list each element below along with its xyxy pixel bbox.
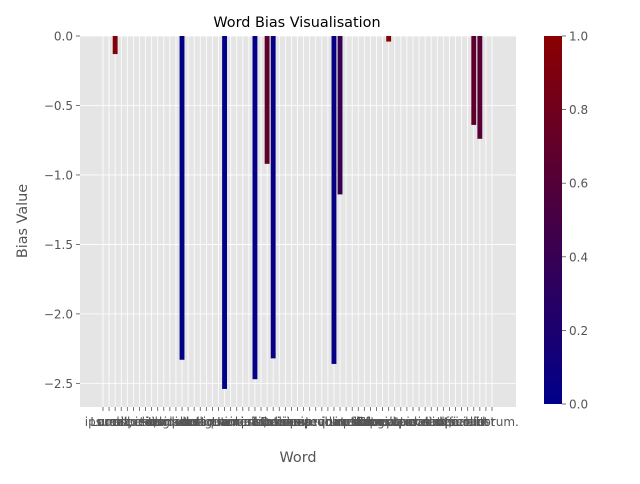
y-tick-label: −0.5 (44, 99, 73, 113)
bar (179, 36, 185, 360)
colorbar-tick-label: 1.0 (569, 30, 588, 44)
x-tick-label: enim (210, 415, 240, 429)
x-tick-label: Excepteur sint (358, 415, 445, 429)
x-tick-label: magna (186, 415, 228, 429)
x-tick-label: ad (223, 415, 238, 429)
x-tick-label: nostrud (232, 415, 278, 429)
colorbar-tick-label: 0.2 (569, 324, 588, 338)
x-tick-label: pariatur. (369, 415, 420, 429)
x-tick-label: minim (218, 415, 256, 429)
x-tick-label: in (322, 415, 333, 429)
x-tick-label: do (150, 415, 165, 429)
colorbar-tick-label: 0.8 (569, 103, 588, 117)
bars (112, 36, 483, 389)
x-tick-label: occaecat (380, 415, 434, 429)
bar (112, 36, 118, 55)
x-tick-label: dolore (352, 415, 390, 429)
x-tick-label: adipiscing (109, 415, 170, 429)
x-tick-label: quis (236, 415, 261, 429)
x-tick-label: ut (176, 415, 189, 429)
x-tick-label: Lorem (90, 415, 128, 429)
bar (252, 36, 258, 380)
x-axis-ticks: ipsumLoremamet,sitdolorconsecteturadipis… (85, 407, 519, 429)
x-axis-label: Word (280, 450, 317, 466)
x-tick-label: ea (296, 415, 311, 429)
x-tick-label: dolore (181, 415, 219, 429)
x-tick-label: anim (459, 415, 489, 429)
chart-title: Word Bias Visualisation (213, 15, 380, 31)
bar (471, 36, 477, 125)
x-tick-label: mollit (451, 415, 485, 429)
bar (270, 36, 276, 359)
x-tick-label: nisi (269, 415, 290, 429)
x-tick-label: Duis aute irure dolor (260, 415, 383, 429)
x-tick-label: et (188, 415, 200, 429)
y-tick-label: −1.5 (44, 238, 73, 252)
y-tick-label: −2.5 (44, 377, 73, 391)
x-tick-label: ex (290, 415, 304, 429)
y-tick-label: −2.0 (44, 307, 73, 321)
x-tick-label: ut (279, 415, 292, 429)
x-tick-label: deserunt (435, 415, 489, 429)
x-tick-label: officia (437, 415, 473, 429)
x-tick-label: incididunt (146, 415, 206, 429)
x-tick-label: qui (440, 415, 459, 429)
x-tick-label: laboris (253, 415, 293, 429)
colorbar-tick-label: 0.4 (569, 250, 588, 264)
x-tick-label: fugiat (365, 415, 400, 429)
x-tick-label: voluptate (318, 415, 375, 429)
y-axis-label: Bias Value (15, 184, 31, 258)
x-tick-label: dolor (112, 415, 143, 429)
y-axis-ticks: 0.0 −0.5 −1.0 −1.5 −2.0 −2.5 (44, 30, 80, 391)
x-tick-label: elit, (134, 415, 157, 429)
x-tick-label: velit (339, 415, 365, 429)
bar (264, 36, 270, 164)
x-tick-label: sed (141, 415, 162, 429)
x-tick-label: sunt (418, 415, 444, 429)
x-tick-label: proident, (398, 415, 452, 429)
x-tick-label: aliqua. (192, 415, 232, 429)
x-tick-label: ullamco (243, 415, 290, 429)
x-tick-label: reprehenderit (293, 415, 376, 429)
bar (331, 36, 337, 364)
x-tick-label: consequat. (283, 415, 349, 429)
x-tick-label: aliquip (271, 415, 311, 429)
bar (222, 36, 227, 389)
x-tick-label: eiusmod (138, 415, 189, 429)
x-tick-label: in (432, 415, 443, 429)
x-tick-label: cupidatat (385, 415, 442, 429)
y-tick-label: 0.0 (54, 30, 73, 44)
x-tick-label: sit (114, 415, 129, 429)
x-tick-label: consectetur (98, 415, 169, 429)
bar (337, 36, 343, 195)
x-tick-label: cillum (346, 415, 382, 429)
x-tick-label: non (408, 415, 431, 429)
x-tick-label: in (335, 415, 346, 429)
x-tick-label: tempor (148, 415, 192, 429)
colorbar-tick-label: 0.6 (569, 177, 588, 191)
x-tick-label: nulla (374, 415, 403, 429)
x-tick-label: Ut (212, 415, 226, 429)
x-tick-label: veniam, (219, 415, 267, 429)
colorbar (544, 36, 562, 404)
x-tick-label: id (474, 415, 485, 429)
y-tick-label: −1.0 (44, 168, 73, 182)
x-tick-label: laborum. (465, 415, 519, 429)
x-tick-label: ipsum (85, 415, 122, 429)
colorbar-ticks: 0.0 0.2 0.4 0.6 0.8 1.0 (562, 30, 588, 412)
x-tick-label: amet, (98, 415, 133, 429)
x-tick-label: culpa (427, 415, 460, 429)
x-tick-label: labore (169, 415, 207, 429)
x-tick-label: exercitation (226, 415, 297, 429)
x-tick-label: commodo (280, 415, 340, 429)
colorbar-tick-label: 0.0 (569, 398, 588, 412)
bar (386, 36, 392, 42)
x-tick-label: eu (369, 415, 384, 429)
x-tick-label: est (477, 415, 496, 429)
x-tick-label: esse (345, 415, 372, 429)
bar (477, 36, 483, 139)
